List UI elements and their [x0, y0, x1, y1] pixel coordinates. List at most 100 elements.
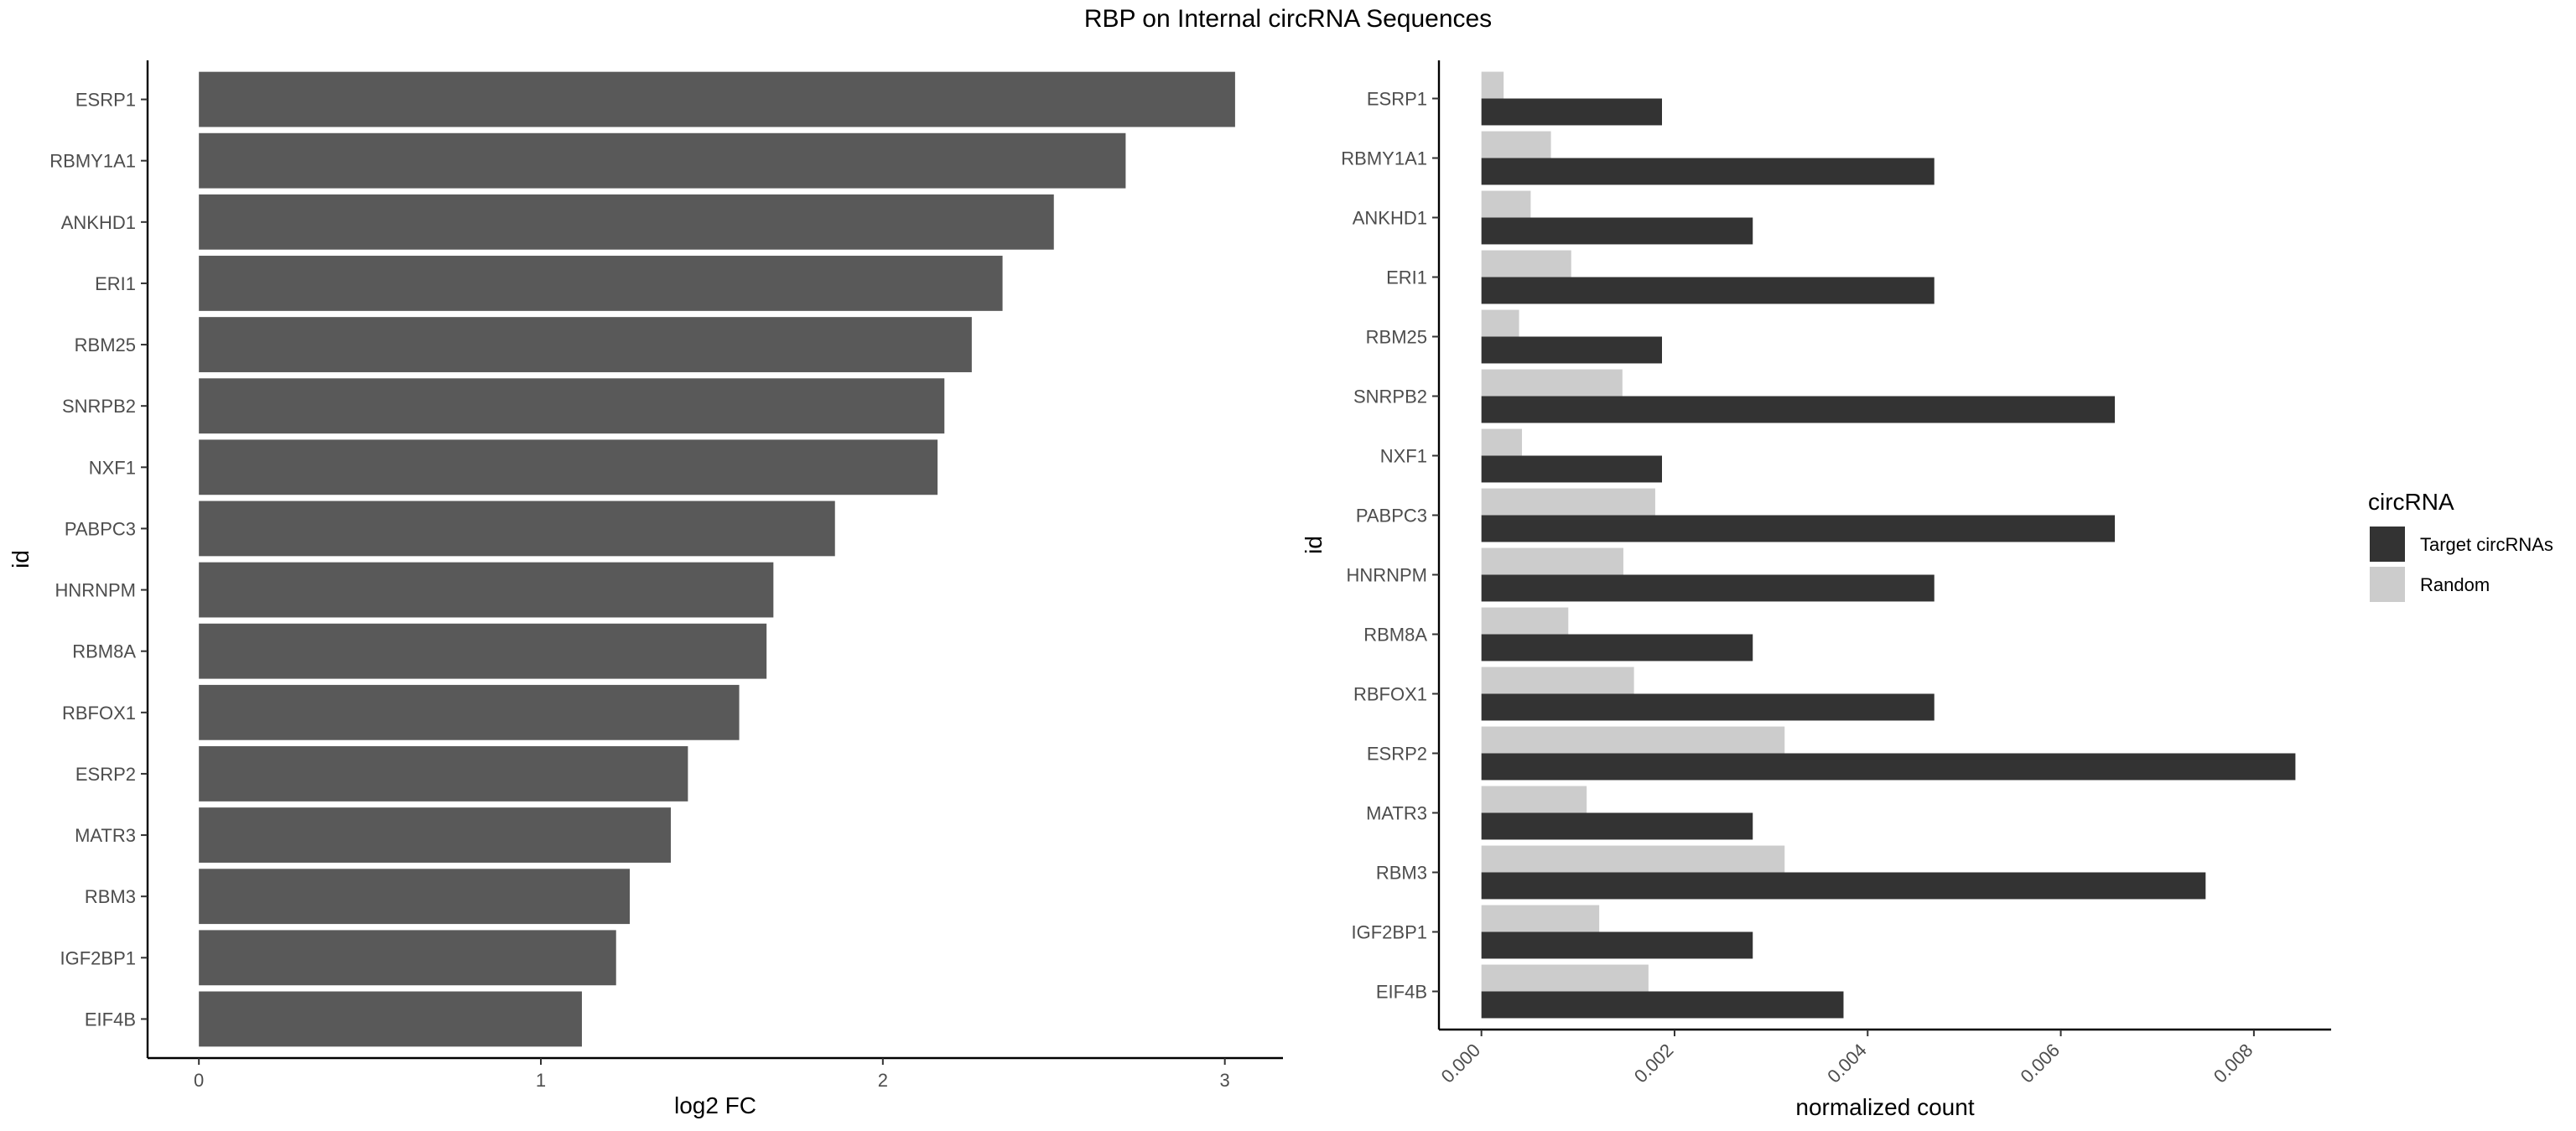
bar-target-rbm3 — [1481, 872, 2206, 900]
bar-random-matr3 — [1481, 786, 1587, 813]
y-tick-label: RBM25 — [1366, 327, 1427, 348]
y-tick-label: ESRP2 — [1367, 744, 1427, 765]
left-x-ticks: 0 1 2 3 — [194, 1058, 1230, 1091]
bar-igf2bp1 — [199, 930, 616, 986]
y-tick-label: SNRPB2 — [62, 396, 136, 417]
y-tick-label: ERI1 — [95, 273, 136, 294]
y-tick-label: NXF1 — [1380, 446, 1427, 467]
y-tick-label: RBM3 — [1376, 863, 1427, 884]
bar-esrp1 — [199, 71, 1235, 127]
bar-rbfox1 — [199, 684, 740, 740]
legend-title: circRNA — [2368, 489, 2454, 515]
y-tick-label: RBMY1A1 — [1341, 148, 1427, 169]
bar-target-rbmy1a1 — [1481, 158, 1935, 185]
legend: circRNA Target circRNAs Random — [2368, 489, 2553, 602]
legend-key-random — [2370, 567, 2405, 602]
x-tick-label: 3 — [1220, 1070, 1230, 1091]
left-bars — [199, 71, 1235, 1047]
y-tick-label: EIF4B — [1376, 982, 1427, 1003]
bar-random-ankhd1 — [1481, 190, 1531, 218]
bar-target-rbm25 — [1481, 336, 1662, 364]
bar-random-eif4b — [1481, 964, 1649, 992]
bar-random-eri1 — [1481, 250, 1571, 278]
bar-target-nxf1 — [1481, 455, 1662, 483]
right-x-axis-title: normalized count — [1795, 1094, 1974, 1120]
y-tick-label: IGF2BP1 — [60, 947, 136, 968]
x-tick-label: 0 — [194, 1070, 204, 1091]
y-tick-label: ERI1 — [1386, 267, 1427, 288]
bar-ankhd1 — [199, 194, 1054, 250]
y-tick-label: ESRP1 — [1367, 89, 1427, 110]
bar-target-ankhd1 — [1481, 217, 1753, 245]
bar-random-rbmy1a1 — [1481, 131, 1551, 158]
bar-random-rbm3 — [1481, 845, 1785, 873]
bar-eif4b — [199, 991, 582, 1047]
bar-target-esrp2 — [1481, 753, 2296, 781]
bar-target-igf2bp1 — [1481, 931, 1753, 959]
y-tick-label: ANKHD1 — [1353, 208, 1427, 229]
x-tick-label: 0.000 — [1437, 1040, 1485, 1087]
bar-random-snrpb2 — [1481, 369, 1623, 397]
legend-label-target: Target circRNAs — [2420, 534, 2553, 555]
y-tick-label: PABPC3 — [1356, 506, 1427, 527]
x-tick-label: 1 — [536, 1070, 546, 1091]
bar-target-esrp1 — [1481, 98, 1662, 126]
y-tick-label: RBM25 — [75, 335, 136, 355]
y-tick-label: RBM8A — [1363, 625, 1427, 646]
x-tick-label: 0.002 — [1630, 1040, 1678, 1087]
legend-label-random: Random — [2420, 574, 2490, 595]
bar-pabpc3 — [199, 501, 835, 557]
bar-random-rbfox1 — [1481, 667, 1634, 694]
bar-random-rbm8a — [1481, 607, 1569, 635]
right-y-ticks: ESRP1 RBMY1A1 ANKHD1 ERI1 RBM25 SNRPB2 NXF1 PAB… — [1341, 89, 1439, 1003]
bar-random-esrp1 — [1481, 71, 1504, 99]
y-tick-label: ANKHD1 — [61, 212, 136, 233]
y-tick-label: ESRP1 — [75, 90, 136, 111]
y-tick-label: HNRNPM — [1346, 565, 1427, 586]
right-panel: ESRP1 RBMY1A1 ANKHD1 ERI1 RBM25 SNRPB2 NXF1 PAB… — [1301, 60, 2331, 1120]
bar-random-esrp2 — [1481, 726, 1785, 754]
y-tick-label: HNRNPM — [55, 580, 136, 601]
bar-esrp2 — [199, 746, 688, 802]
x-tick-label: 0.006 — [2016, 1040, 2064, 1087]
bar-target-eri1 — [1481, 277, 1935, 304]
y-tick-label: PABPC3 — [65, 518, 136, 539]
bar-eri1 — [199, 256, 1003, 311]
bar-target-hnrnpm — [1481, 574, 1935, 602]
right-bars — [1481, 71, 2296, 1019]
left-x-axis-title: log2 FC — [674, 1092, 756, 1118]
legend-key-target — [2370, 527, 2405, 562]
y-tick-label: RBM3 — [85, 886, 136, 907]
right-x-ticks: 0.000 0.002 0.004 0.006 0.008 — [1437, 1030, 2257, 1087]
bar-target-rbm8a — [1481, 634, 1753, 661]
y-tick-label: NXF1 — [89, 457, 136, 478]
bar-random-igf2bp1 — [1481, 905, 1600, 932]
bar-rbmy1a1 — [199, 132, 1126, 189]
bar-target-pabpc3 — [1481, 515, 2116, 542]
bar-snrpb2 — [199, 378, 945, 434]
y-tick-label: RBM8A — [72, 641, 136, 662]
bar-target-snrpb2 — [1481, 396, 2116, 423]
bar-random-nxf1 — [1481, 428, 1523, 456]
left-y-ticks: ESRP1 RBMY1A1 ANKHD1 ERI1 RBM25 SNRPB2 NXF1 PAB… — [49, 90, 148, 1030]
bar-rbm25 — [199, 317, 972, 372]
left-panel: ESRP1 RBMY1A1 ANKHD1 ERI1 RBM25 SNRPB2 NXF1 PAB… — [8, 60, 1283, 1118]
bar-matr3 — [199, 807, 671, 863]
bar-hnrnpm — [199, 562, 774, 618]
y-tick-label: MATR3 — [1366, 803, 1427, 824]
y-tick-label: RBFOX1 — [1353, 684, 1427, 705]
y-tick-label: IGF2BP1 — [1352, 922, 1427, 943]
bar-random-pabpc3 — [1481, 488, 1655, 516]
y-tick-label: ESRP2 — [75, 764, 136, 785]
right-y-axis-title: id — [1301, 536, 1327, 554]
x-tick-label: 2 — [878, 1070, 888, 1091]
bar-rbm3 — [199, 869, 631, 925]
y-tick-label: MATR3 — [75, 825, 136, 846]
bar-rbm8a — [199, 623, 767, 679]
bar-nxf1 — [199, 439, 938, 495]
y-tick-label: RBFOX1 — [62, 703, 136, 724]
figure-title: RBP on Internal circRNA Sequences — [1084, 5, 1492, 33]
bar-random-rbm25 — [1481, 309, 1519, 337]
